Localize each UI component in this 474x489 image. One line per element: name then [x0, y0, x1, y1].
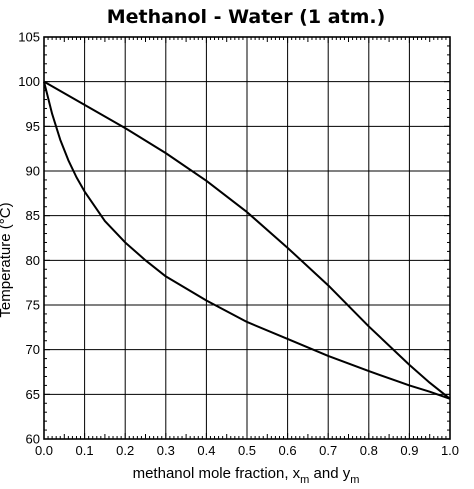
plot-frame — [43, 36, 451, 440]
y-tick-label: 95 — [26, 119, 40, 134]
x-tick-label: 0.9 — [400, 443, 418, 458]
y-tick-label: 65 — [26, 387, 40, 402]
series-lines — [43, 80, 451, 400]
x-tick-label: 0.1 — [76, 443, 94, 458]
x-tick-label: 0.4 — [197, 443, 215, 458]
y-tick-label: 80 — [26, 253, 40, 268]
y-tick-label: 90 — [26, 164, 40, 179]
x-tick-label: 0.5 — [238, 443, 256, 458]
y-tick-labels: 60 65 70 75 80 85 90 95 100 105 — [18, 30, 40, 447]
x-tick-label: 0.3 — [157, 443, 175, 458]
y-tick-label: 105 — [18, 30, 40, 45]
x-tick-label: 0.2 — [116, 443, 134, 458]
y-axis-label: Temperature (°C) — [0, 202, 14, 317]
y-tick-label: 100 — [18, 74, 40, 89]
y-tick-label: 70 — [26, 342, 40, 357]
dew-point-curve — [43, 80, 451, 400]
x-tick-label: 0.6 — [279, 443, 297, 458]
x-tick-label: 0.7 — [319, 443, 337, 458]
chart-title: Methanol - Water (1 atm.) — [107, 6, 386, 28]
x-tick-labels: 0.0 0.1 0.2 0.3 0.4 0.5 0.6 0.7 0.8 0.9 1.0 — [35, 443, 459, 458]
x-tick-label: 1.0 — [441, 443, 459, 458]
y-tick-label: 75 — [26, 298, 40, 313]
x-tick-label: 0.8 — [360, 443, 378, 458]
bubble-point-curve — [43, 81, 451, 400]
x-tick-label: 0.0 — [35, 443, 53, 458]
y-tick-label: 60 — [26, 432, 40, 447]
x-axis-label: methanol mole fraction, xm and ym — [133, 465, 360, 486]
grid-lines — [44, 37, 450, 439]
y-tick-label: 85 — [26, 208, 40, 223]
